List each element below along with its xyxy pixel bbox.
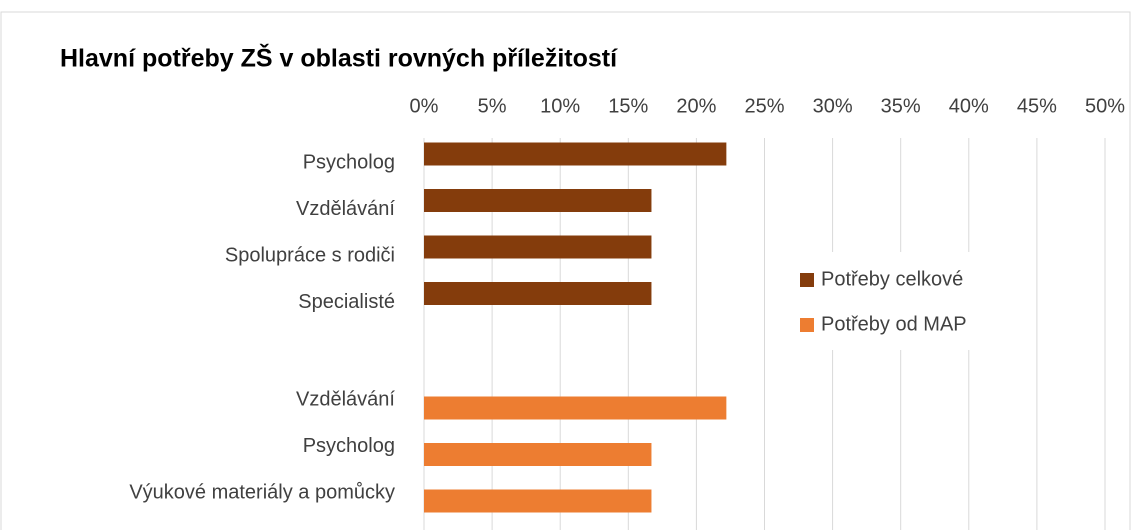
x-tick-label: 5% xyxy=(478,95,507,117)
y-tick-label: Specialisté xyxy=(298,291,395,313)
y-tick-label: Výukové materiály a pomůcky xyxy=(129,481,395,503)
x-tick-label: 20% xyxy=(676,95,716,117)
bar xyxy=(424,235,652,259)
legend-label: Potřeby celkové xyxy=(821,268,963,290)
legend-swatch xyxy=(800,273,814,287)
y-tick-label: Psycholog xyxy=(303,435,395,457)
x-tick-label: 10% xyxy=(540,95,580,117)
y-tick-label: Vzdělávání xyxy=(296,388,395,410)
legend-swatch xyxy=(800,318,814,332)
bar xyxy=(424,142,727,166)
y-tick-label: Spolupráce s rodiči xyxy=(225,244,395,266)
bar xyxy=(424,282,652,305)
x-tick-label: 15% xyxy=(608,95,648,117)
x-tick-label: 30% xyxy=(813,95,853,117)
bar xyxy=(424,189,652,212)
x-tick-label: 35% xyxy=(881,95,921,117)
x-tick-label: 45% xyxy=(1017,95,1057,117)
x-tick-label: 50% xyxy=(1085,95,1125,117)
x-tick-label: 0% xyxy=(410,95,439,117)
chart-title: Hlavní potřeby ZŠ v oblasti rovných příl… xyxy=(60,43,618,73)
bar xyxy=(424,396,727,420)
y-tick-label: Vzdělávání xyxy=(296,198,395,220)
bar xyxy=(424,489,652,513)
x-tick-label: 25% xyxy=(744,95,784,117)
legend-box xyxy=(765,252,1035,350)
y-tick-label: Psycholog xyxy=(303,151,395,173)
legend-label: Potřeby od MAP xyxy=(821,313,967,335)
x-tick-label: 40% xyxy=(949,95,989,117)
bar xyxy=(424,443,652,466)
